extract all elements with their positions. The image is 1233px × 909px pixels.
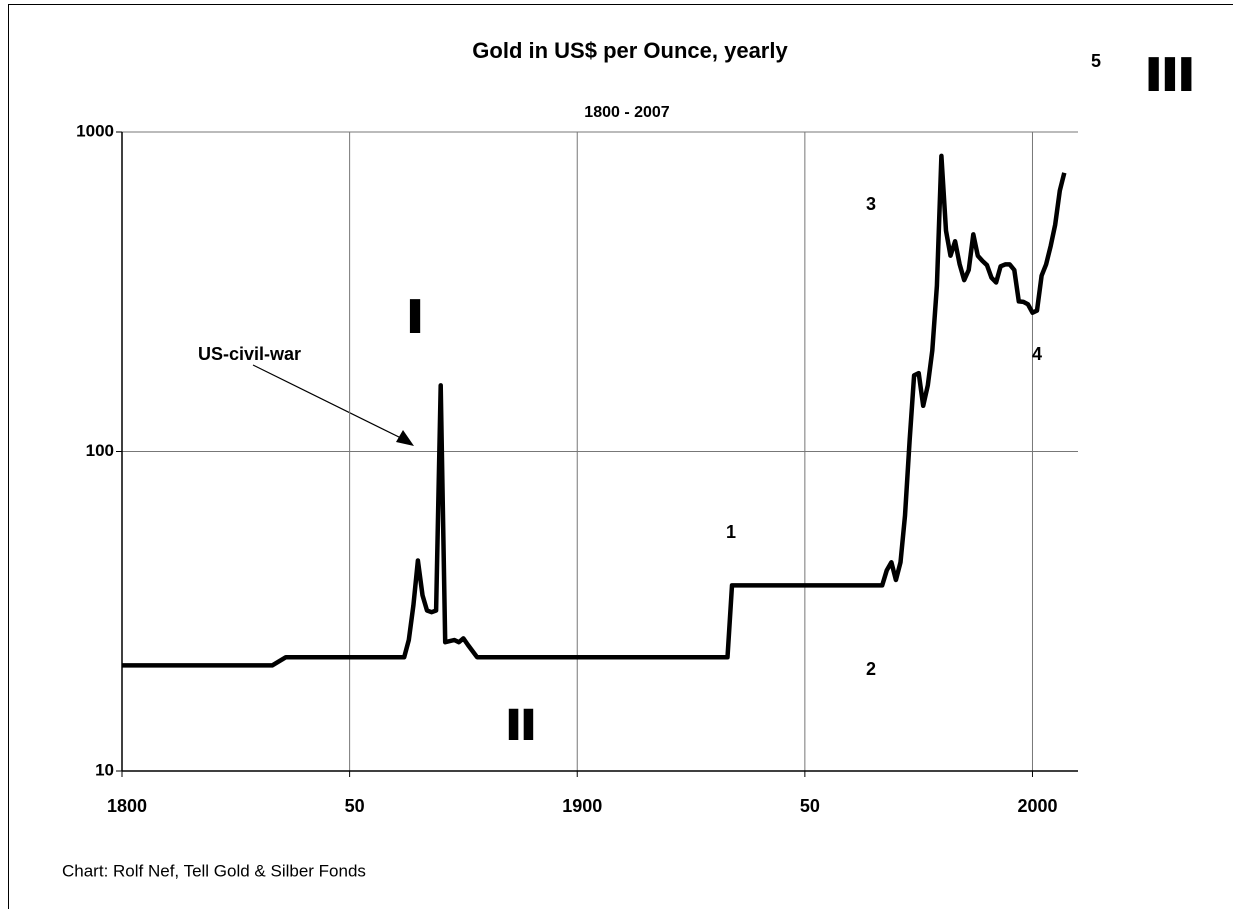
x-tick-label: 50 xyxy=(800,796,820,816)
y-tick-label: 100 xyxy=(86,441,114,460)
chart-frame xyxy=(8,4,1233,909)
arrow-head xyxy=(396,430,414,446)
annotation: 5 xyxy=(1091,51,1101,71)
annotation: 3 xyxy=(866,194,876,214)
y-tick-label: 1000 xyxy=(76,121,114,140)
chart-subtitle: 1800 - 2007 xyxy=(584,104,670,121)
annotation: US-civil-war xyxy=(198,344,301,364)
annotation: 4 xyxy=(1032,344,1042,364)
annotation: 1 xyxy=(726,522,736,542)
annotation: III xyxy=(1145,50,1194,101)
x-tick-label: 2000 xyxy=(1017,796,1057,816)
x-tick-label: 50 xyxy=(345,796,365,816)
x-tick-label: 1900 xyxy=(562,796,602,816)
footer: Chart: Rolf Nef, Tell Gold & Silber Fond… xyxy=(62,861,366,880)
x-tick-label: 1800 xyxy=(107,796,147,816)
chart-title: Gold in US$ per Ounce, yearly xyxy=(472,38,788,63)
arrow-line xyxy=(252,364,406,441)
y-tick-label: 10 xyxy=(95,760,114,779)
annotation: II xyxy=(506,703,536,749)
annotation: 2 xyxy=(866,659,876,679)
annotation: I xyxy=(407,292,423,343)
line-series xyxy=(122,153,1067,668)
